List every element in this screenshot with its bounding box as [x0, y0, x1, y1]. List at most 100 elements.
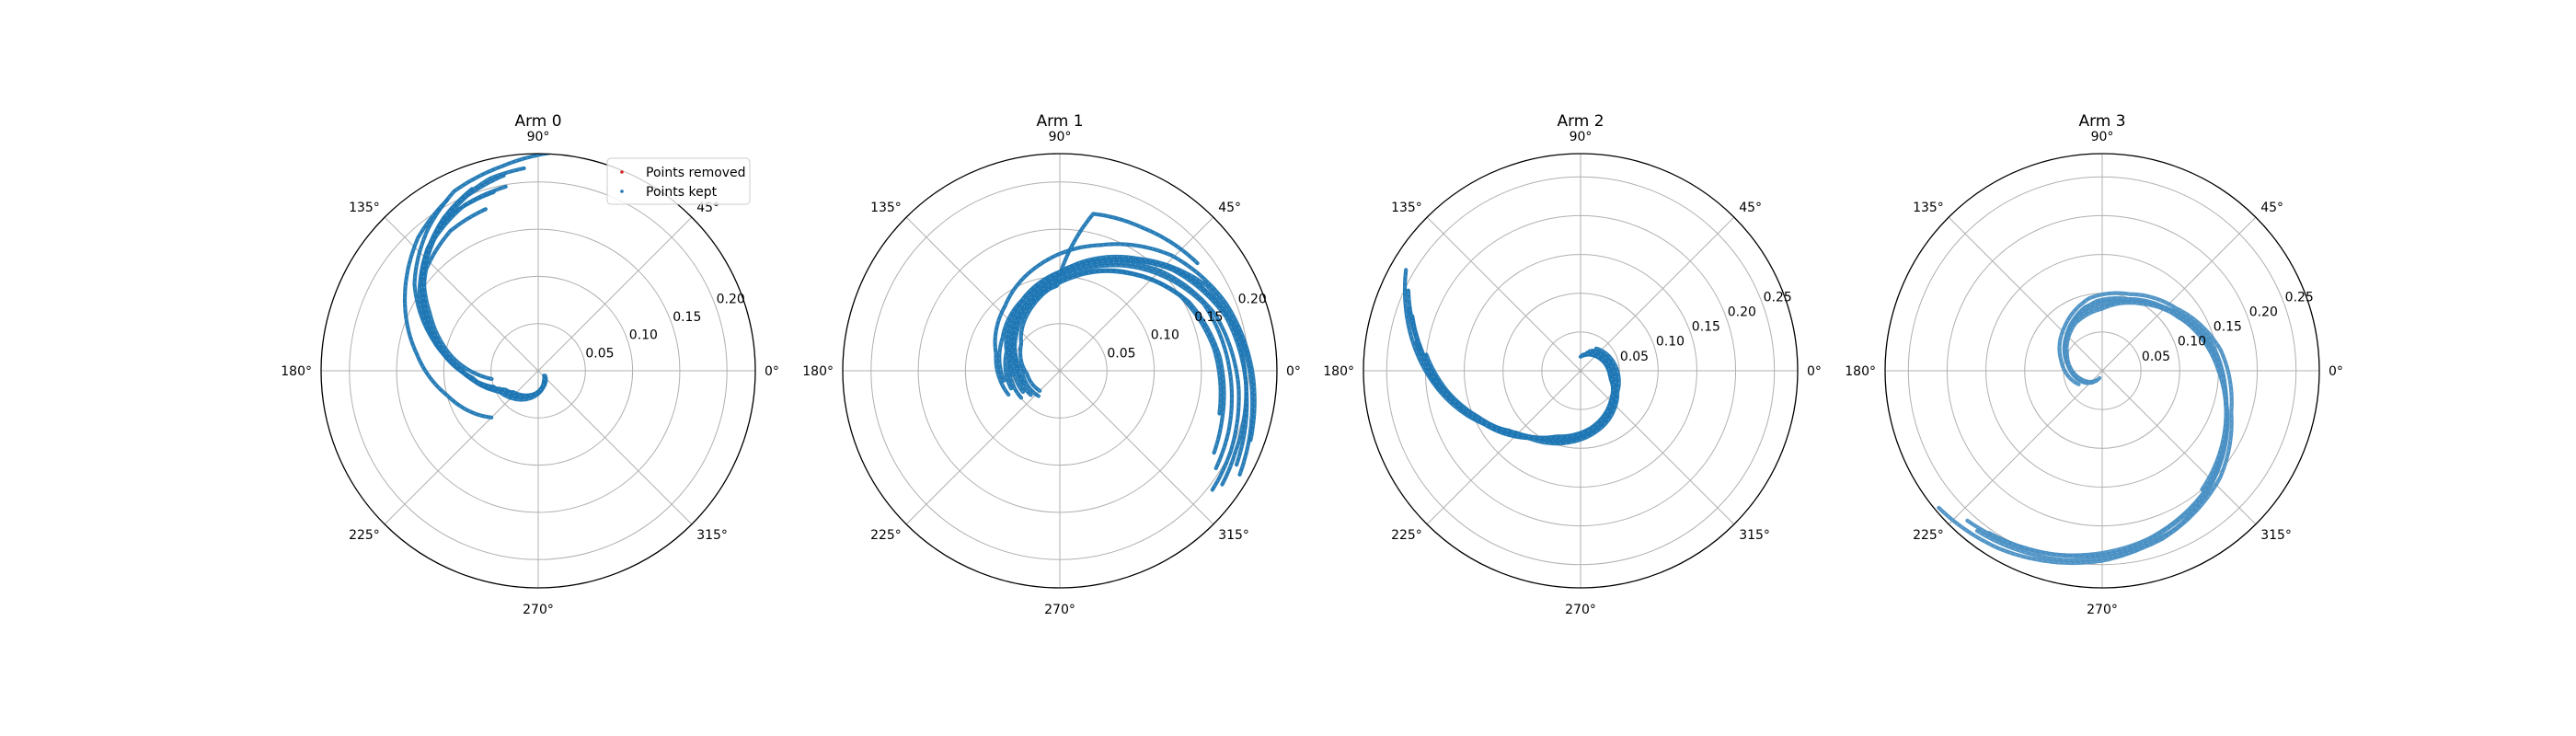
theta-tick-label: 135° [870, 201, 902, 215]
data-track [1974, 291, 2234, 563]
theta-tick-label: 180° [1323, 364, 1354, 379]
data-track [1406, 288, 1621, 446]
data-track [1008, 260, 1241, 492]
theta-tick-label: 225° [1913, 528, 1944, 543]
data-track [2064, 300, 2228, 492]
theta-tick-label: 270° [523, 603, 554, 617]
data-track-texture [1411, 316, 1616, 443]
angular-gridline [384, 216, 539, 372]
theta-tick-label: 180° [281, 364, 312, 379]
polar-subplot-3: 0° 45° 90° 135° 180° 225° 270° 315° 0.05 0.10 0.15… [1845, 112, 2343, 617]
data-track-texture [421, 186, 545, 397]
angular-gridline [537, 370, 693, 525]
theta-tick-label: 225° [1391, 528, 1422, 543]
data-track [1410, 314, 1618, 443]
radial-tick-label: 0.25 [1764, 290, 1792, 305]
data-track [1006, 258, 1249, 467]
angular-gridline [1426, 370, 1581, 525]
theta-tick-label: 45° [2260, 201, 2283, 215]
theta-tick-label: 90° [2091, 130, 2114, 144]
angular-gridline [1426, 216, 1581, 372]
data-track [1419, 346, 1616, 441]
radial-tick-label: 0.15 [2214, 320, 2242, 335]
data-track-texture [1430, 353, 1615, 440]
theta-tick-label: 0° [1286, 364, 1301, 379]
subplot-title: Arm 1 [1036, 112, 1083, 131]
data-track [993, 242, 1257, 443]
polar-frame [1363, 153, 1799, 589]
angular-gridline [1580, 370, 1735, 525]
data-track [1429, 351, 1616, 442]
data-track-texture [413, 154, 554, 397]
theta-tick-label: 315° [696, 528, 728, 543]
angular-gridline [1059, 216, 1214, 372]
theta-tick-label: 45° [1739, 201, 1762, 215]
theta-tick-label: 90° [1049, 130, 1072, 144]
theta-tick-label: 270° [1565, 603, 1596, 617]
theta-tick-label: 315° [2260, 528, 2292, 543]
theta-tick-label: 315° [1218, 528, 1249, 543]
data-track-texture [1404, 270, 1616, 441]
angular-gridline [1059, 370, 1214, 525]
radial-tick-label: 0.10 [1151, 328, 1179, 343]
legend-frame [606, 157, 751, 205]
radial-tick-label: 0.20 [1728, 305, 1756, 319]
data-track-texture [419, 191, 546, 397]
data-track-texture [1976, 293, 2233, 561]
theta-tick-label: 0° [1807, 364, 1822, 379]
radial-tick-label: 0.25 [2285, 290, 2314, 305]
polar-subplot-0: 0°45°90°135°180°225°270°315°0.050.100.15… [281, 112, 779, 617]
data-track [1006, 254, 1250, 377]
polar-subplot-1: 0° 45° 90° 135° 180° 225° 270° 315° 0.05 0.10 0.15… [802, 112, 1301, 617]
angular-gridline [2101, 370, 2257, 525]
data-track [1009, 263, 1235, 471]
data-track [421, 166, 526, 381]
subplot-title: Arm 3 [2078, 112, 2125, 131]
polar-subplot-2: 0° 45° 90° 135° 180° 225° 270° 315° 0.05 0.10 0.15… [1323, 112, 1822, 617]
radial-tick-label: 0.05 [2142, 350, 2170, 364]
radial-tick-label: 0.20 [1238, 292, 1267, 306]
data-track [402, 198, 494, 420]
theta-tick-label: 315° [1739, 528, 1770, 543]
legend-marker [620, 190, 624, 193]
data-track-texture [1019, 270, 1222, 414]
legend-marker [620, 170, 624, 174]
subplot-title: Arm 2 [1557, 112, 1604, 131]
polar-frame [320, 153, 756, 589]
data-track [421, 207, 548, 397]
radial-tick-label: 0.20 [2249, 305, 2278, 319]
angular-gridline [2101, 216, 2257, 372]
radial-tick-label: 0.15 [673, 310, 701, 325]
data-track [412, 154, 556, 398]
legend-entry: Points kept [646, 185, 718, 200]
data-track-texture [1008, 256, 1248, 375]
data-points [402, 154, 556, 420]
data-track [420, 184, 546, 399]
data-track-texture [1011, 264, 1233, 469]
data-track-texture [1420, 348, 1615, 439]
polar-frame [842, 153, 1278, 589]
angular-gridline [537, 216, 693, 372]
data-track-texture [1408, 290, 1620, 444]
angular-gridline [1948, 216, 2103, 372]
theta-tick-label: 225° [870, 528, 902, 543]
data-points [1937, 291, 2234, 566]
data-track [417, 190, 547, 398]
theta-tick-label: 90° [527, 130, 550, 144]
theta-tick-label: 135° [1391, 201, 1422, 215]
data-track-texture [1009, 262, 1240, 490]
theta-tick-label: 45° [1218, 201, 1241, 215]
theta-tick-label: 180° [1845, 364, 1876, 379]
radial-tick-label: 0.05 [1620, 350, 1649, 364]
radial-tick-label: 0.05 [1107, 346, 1135, 361]
theta-tick-label: 270° [1044, 603, 1075, 617]
theta-tick-label: 180° [802, 364, 834, 379]
radial-tick-label: 0.15 [1692, 320, 1720, 335]
data-track-texture [2065, 302, 2227, 490]
theta-tick-label: 270° [2087, 603, 2118, 617]
angular-gridline [905, 216, 1061, 372]
radial-tick-label: 0.15 [1194, 310, 1223, 325]
polar-frame [1884, 153, 2320, 589]
theta-tick-label: 225° [349, 528, 380, 543]
